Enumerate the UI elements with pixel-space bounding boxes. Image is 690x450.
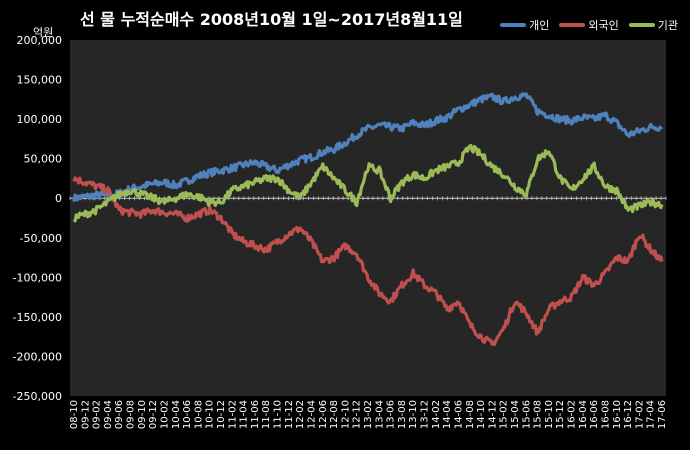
x-tick-label: 17-02 — [634, 400, 645, 429]
x-tick-label: 13-06 — [386, 400, 397, 429]
legend-item-institution: 기관 — [628, 17, 678, 33]
x-tick-label: 09-04 — [103, 400, 114, 429]
legend-item-foreign: 외국인 — [559, 17, 619, 33]
legend-swatch-institution — [628, 23, 655, 27]
x-tick-label: 17-04 — [646, 400, 657, 429]
x-tick-label: 09-02 — [92, 400, 103, 429]
x-tick-label: 16-06 — [589, 400, 600, 429]
chart-title: 선 물 누적순매수 2008년10월 1일~2017년8월11일 — [80, 10, 463, 29]
x-tick-label: 14-06 — [453, 400, 464, 429]
x-tick-label: 14-12 — [487, 400, 498, 429]
y-tick-label: 150,000 — [17, 74, 63, 87]
x-tick-label: 09-10 — [137, 400, 148, 429]
y-tick-label: -100,000 — [13, 271, 62, 284]
x-tick-label: 10-04 — [171, 400, 182, 429]
x-tick-label: 10-08 — [193, 400, 204, 429]
x-tick-label: 10-10 — [205, 400, 216, 429]
x-tick-label: 15-12 — [555, 400, 566, 429]
x-tick-label: 16-02 — [567, 400, 578, 429]
x-tick-label: 12-10 — [340, 400, 351, 429]
y-axis: 200,000 150,000 100,000 50,000 0 -50,000 -100,… — [13, 34, 62, 403]
x-tick-label: 09-12 — [80, 400, 91, 429]
x-tick-label: 13-08 — [397, 400, 408, 429]
y-tick-label: -50,000 — [20, 232, 62, 245]
x-tick-label: 11-08 — [261, 400, 272, 429]
x-tick-label: 12-12 — [352, 400, 363, 429]
x-tick-label: 16-12 — [623, 400, 634, 429]
y-tick-label: -200,000 — [13, 350, 62, 363]
x-tick-label: 15-02 — [499, 400, 510, 429]
x-tick-label: 14-10 — [476, 400, 487, 429]
x-tick-label: 11-04 — [239, 400, 250, 429]
x-tick-label: 16-04 — [578, 400, 589, 429]
x-tick-label: 15-08 — [533, 400, 544, 429]
x-tick-label: 13-04 — [374, 400, 385, 429]
y-tick-label: 100,000 — [17, 113, 63, 126]
x-tick-label: 08-10 — [69, 400, 80, 429]
x-tick-label: 15-10 — [544, 400, 555, 429]
legend-label-individual: 개인 — [529, 19, 550, 32]
y-tick-label: 0 — [55, 192, 62, 205]
legend-swatch-foreign — [559, 23, 586, 27]
y-tick-label: -150,000 — [13, 311, 62, 324]
x-tick-label: 16-10 — [612, 400, 623, 429]
series-layer — [72, 92, 664, 347]
x-tick-label: 09-12 — [148, 400, 159, 429]
x-tick-label: 14-04 — [442, 400, 453, 429]
unit-label: 억원 — [33, 26, 54, 39]
x-tick-label: 11-10 — [273, 400, 284, 429]
series-line-1 — [72, 176, 664, 347]
x-tick-label: 10-06 — [182, 400, 193, 429]
plot-area — [70, 40, 666, 396]
x-tick-label: 14-08 — [465, 400, 476, 429]
legend-swatch-individual — [500, 23, 527, 27]
x-tick-label: 12-02 — [295, 400, 306, 429]
series-line-0 — [72, 92, 664, 203]
x-tick-label: 09-08 — [126, 400, 137, 429]
x-tick-label: 13-02 — [363, 400, 374, 429]
legend-item-individual: 개인 — [500, 17, 549, 33]
y-tick-label: 50,000 — [24, 153, 63, 166]
x-tick-label: 11-06 — [250, 400, 261, 429]
x-tick-label: 10-12 — [216, 400, 227, 429]
y-tick-label: 200,000 — [17, 34, 63, 47]
x-tick-label: 11-12 — [284, 400, 295, 429]
x-tick-label: 12-04 — [306, 400, 317, 429]
x-tick-label: 16-08 — [600, 400, 611, 429]
x-tick-label: 09-06 — [114, 400, 125, 429]
x-tick-label: 13-12 — [420, 400, 431, 429]
x-tick-label: 12-08 — [329, 400, 340, 429]
x-tick-label: 10-02 — [159, 400, 170, 429]
x-axis: 08-10 09-12 09-02 09-04 09-06 09-08 09-10 09-12… — [69, 196, 668, 429]
legend: 개인 외국인 기관 — [500, 17, 678, 33]
y-tick-label: -250,000 — [13, 390, 62, 403]
legend-label-foreign: 외국인 — [588, 19, 619, 32]
x-tick-label: 15-06 — [521, 400, 532, 429]
x-tick-label: 12-06 — [318, 400, 329, 429]
legend-label-institution: 기관 — [657, 19, 678, 32]
x-tick-label: 11-02 — [227, 400, 238, 429]
x-tick-label: 14-02 — [431, 400, 442, 429]
x-tick-label: 13-10 — [408, 400, 419, 429]
x-tick-label: 17-06 — [657, 400, 668, 429]
x-tick-label: 15-04 — [510, 400, 521, 429]
series-line-2 — [72, 143, 664, 223]
